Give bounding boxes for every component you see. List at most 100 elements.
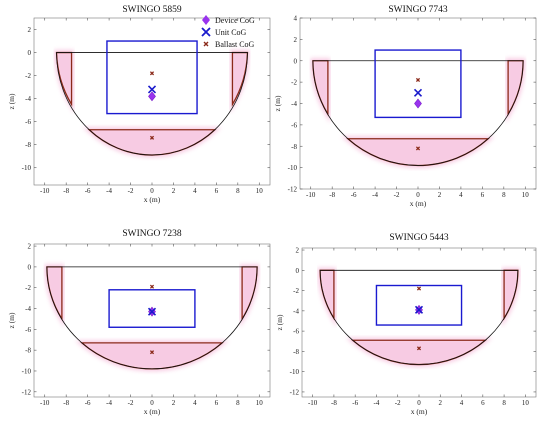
x-tick-label: -10	[308, 399, 318, 407]
x-tick-label: 0	[150, 187, 154, 195]
ballast-glow	[75, 340, 229, 372]
y-tick-label: -10	[22, 164, 32, 172]
x-tick-label: 4	[193, 187, 197, 195]
hull-outline	[319, 269, 519, 365]
y-tick-label: -10	[22, 367, 32, 375]
x-tick-label: 0	[416, 191, 420, 199]
x-tick-label: 0	[417, 399, 421, 407]
ballast-cog-marker	[149, 135, 155, 140]
ballast-cog-marker	[149, 284, 155, 289]
ballast-cog-marker	[415, 146, 421, 151]
x-axis-label: x (m)	[144, 407, 161, 416]
y-tick-label: -2	[25, 72, 31, 80]
chart-title: SWINGO 5859	[122, 5, 182, 15]
ballast-glow	[82, 127, 222, 158]
device-box	[106, 40, 198, 115]
chart-panel-1: SWINGO 5859 -10 -8 -6 -4 -2 0 2 4 6 8 10 2 0 -2 -4 -6 -8 -…	[7, 5, 271, 204]
y-tick-label: 0	[294, 57, 298, 65]
x-tick-label: -6	[351, 191, 357, 199]
y-tick-label: -2	[293, 287, 299, 295]
x-tick-label: 8	[236, 399, 240, 407]
y-tick-label: -2	[291, 79, 297, 87]
x-tick-label: 8	[236, 187, 240, 195]
x-tick-label: 10	[522, 191, 530, 199]
y-tick-label: -4	[25, 95, 31, 103]
ballast-glow	[310, 58, 331, 124]
y-tick-label: 2	[28, 243, 32, 251]
x-tick-label: -2	[128, 399, 134, 407]
y-tick-label: -10	[288, 164, 298, 172]
x-tick-label: 10	[256, 187, 264, 195]
x-tick-label: 2	[438, 191, 442, 199]
chart-panel-3: SWINGO 7238 -10 -8 -6 -4 -2 0 2 4 6 8 10 2 0 -2 -4 -6 -8 -…	[7, 229, 271, 416]
x-tick-label: 0	[150, 399, 154, 407]
x-tick-label: -10	[306, 191, 316, 199]
x-tick-label: -2	[394, 191, 400, 199]
ballast-cog-marker	[149, 71, 155, 76]
y-tick-label: 2	[28, 26, 32, 34]
x-tick-label: -8	[63, 187, 69, 195]
y-tick-label: 0	[296, 267, 300, 275]
device-cog-marker	[148, 91, 156, 102]
device-box	[108, 289, 196, 328]
ballast-glow	[341, 136, 495, 168]
y-tick-label: 4	[294, 15, 298, 23]
ballast-glow	[53, 50, 75, 114]
x-tick-label: -10	[40, 187, 50, 195]
device-box	[374, 49, 462, 119]
x-tick-label: 2	[172, 187, 176, 195]
y-axis-label: z (m)	[275, 314, 284, 331]
y-tick-label: 2	[294, 36, 298, 44]
x-tick-label: -8	[63, 399, 69, 407]
ballast-glow	[501, 267, 521, 328]
x-tick-label: -2	[128, 187, 134, 195]
ballast-glow	[317, 267, 337, 328]
y-tick-label: 0	[28, 263, 32, 271]
y-tick-label: -8	[291, 143, 297, 151]
x-tick-label: 4	[460, 399, 464, 407]
legend-diamond-icon	[202, 15, 210, 25]
y-tick-label: -12	[288, 186, 298, 194]
y-tick-label: -8	[25, 141, 31, 149]
y-tick-label: -6	[293, 328, 299, 336]
x-tick-label: 4	[459, 191, 463, 199]
x-tick-label: 8	[502, 399, 506, 407]
chart-panel-4: SWINGO 5443 -10 -8 -6 -4 -2 0 2 4 6 8 10 2 0 -2 -4 -6 -8 -…	[275, 233, 537, 416]
x-tick-label: 2	[439, 399, 443, 407]
x-tick-label: 6	[481, 399, 485, 407]
x-tick-label: -4	[106, 399, 112, 407]
ballast-cog-marker	[416, 346, 422, 351]
y-tick-label: 2	[296, 247, 300, 255]
x-tick-label: 4	[193, 399, 197, 407]
device-box	[375, 284, 463, 326]
x-tick-label: 8	[502, 191, 506, 199]
y-tick-label: -6	[291, 121, 297, 129]
x-tick-label: -6	[352, 399, 358, 407]
y-tick-label: -4	[293, 307, 299, 315]
ballast-glow	[505, 58, 526, 124]
y-tick-label: -4	[291, 100, 297, 108]
legend: Device CoG Unit CoG Ballast CoG	[201, 15, 255, 49]
chart-title: SWINGO 5443	[389, 233, 449, 243]
legend-item: Unit CoG	[201, 27, 247, 37]
legend-x-icon	[201, 27, 211, 37]
x-tick-label: 6	[481, 191, 485, 199]
x-tick-label: -8	[329, 191, 335, 199]
ballast-cog-marker	[149, 350, 155, 355]
chart-panel-2: SWINGO 7743 -10 -8 -6 -4 -2 0 2 4 6 8 10 4 2 0 -2 -4 -6 -8…	[273, 5, 537, 208]
legend-label: Ballast CoG	[215, 40, 255, 49]
unit-cog-marker	[413, 88, 423, 97]
x-tick-label: -6	[85, 187, 91, 195]
legend-item: Device CoG	[202, 15, 255, 25]
x-tick-label: 10	[256, 399, 264, 407]
hull-outline	[56, 52, 248, 156]
legend-small-x-icon	[203, 41, 209, 47]
y-tick-label: -6	[25, 118, 31, 126]
ballast-glow	[229, 50, 251, 114]
ballast-glow	[239, 264, 260, 328]
x-tick-label: -4	[106, 187, 112, 195]
ballast-cog-marker	[416, 286, 422, 291]
ballast-glow	[345, 337, 493, 368]
hull-outline	[46, 266, 258, 370]
